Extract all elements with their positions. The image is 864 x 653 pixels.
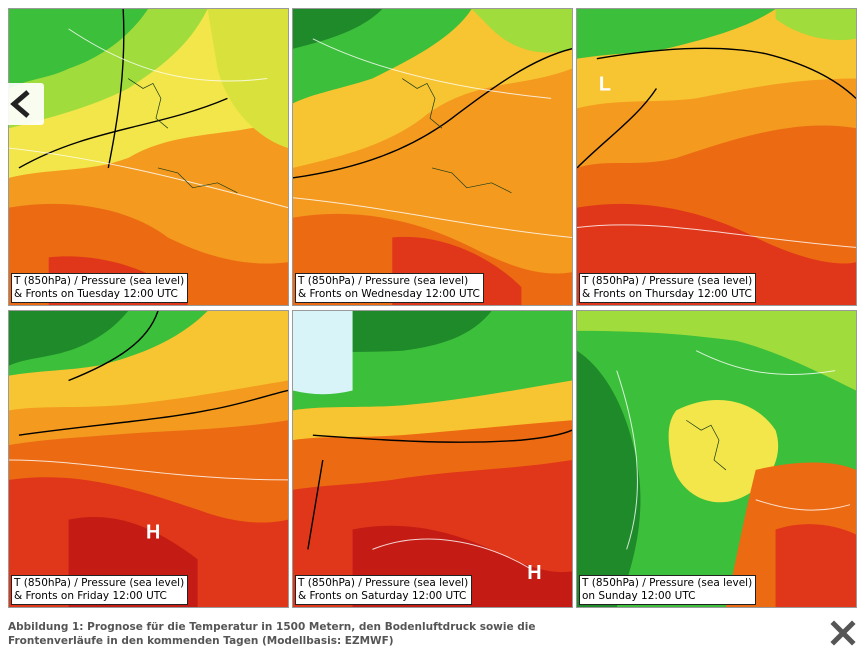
chevron-left-icon bbox=[10, 90, 30, 118]
panel-caption-line2: & Fronts on Saturday 12:00 UTC bbox=[298, 590, 467, 602]
high-pressure-label: H bbox=[146, 521, 160, 543]
close-button[interactable] bbox=[830, 620, 856, 646]
temperature-map-thursday: L bbox=[577, 9, 856, 305]
panel-caption-line2: on Sunday 12:00 UTC bbox=[582, 590, 696, 602]
panel-caption-friday: T (850hPa) / Pressure (sea level) & Fron… bbox=[11, 575, 189, 605]
low-pressure-label: L bbox=[599, 73, 611, 95]
map-panel-wednesday: T (850hPa) / Pressure (sea level) & Fron… bbox=[292, 8, 573, 306]
panel-caption-line1: T (850hPa) / Pressure (sea level) bbox=[582, 275, 753, 287]
map-panel-thursday: L T (850hPa) / Pressure (sea level) & Fr… bbox=[576, 8, 857, 306]
panel-caption-line1: T (850hPa) / Pressure (sea level) bbox=[298, 275, 469, 287]
panel-caption-thursday: T (850hPa) / Pressure (sea level) & Fron… bbox=[579, 273, 757, 303]
panel-caption-line1: T (850hPa) / Pressure (sea level) bbox=[298, 577, 469, 589]
temperature-map-wednesday bbox=[293, 9, 572, 305]
panel-caption-line1: T (850hPa) / Pressure (sea level) bbox=[14, 577, 185, 589]
panel-caption-line1: T (850hPa) / Pressure (sea level) bbox=[14, 275, 185, 287]
panel-caption-sunday: T (850hPa) / Pressure (sea level) on Sun… bbox=[579, 575, 757, 605]
high-pressure-label: H bbox=[527, 562, 541, 584]
figure-caption-line2: Frontenverläufe in den kommenden Tagen (… bbox=[8, 635, 394, 647]
panel-caption-line2: & Fronts on Wednesday 12:00 UTC bbox=[298, 288, 480, 300]
map-panel-sunday: T (850hPa) / Pressure (sea level) on Sun… bbox=[576, 310, 857, 608]
figure-caption: Abbildung 1: Prognose für die Temperatur… bbox=[8, 620, 728, 648]
map-panel-tuesday: T (850hPa) / Pressure (sea level) & Fron… bbox=[8, 8, 289, 306]
previous-image-button[interactable] bbox=[0, 83, 44, 125]
temperature-map-tuesday bbox=[9, 9, 288, 305]
map-panel-saturday: H T (850hPa) / Pressure (sea level) & Fr… bbox=[292, 310, 573, 608]
map-panel-friday: H T (850hPa) / Pressure (sea level) & Fr… bbox=[8, 310, 289, 608]
panel-caption-wednesday: T (850hPa) / Pressure (sea level) & Fron… bbox=[295, 273, 484, 303]
panel-caption-line2: & Fronts on Thursday 12:00 UTC bbox=[582, 288, 752, 300]
panel-caption-line2: & Fronts on Tuesday 12:00 UTC bbox=[14, 288, 178, 300]
temperature-map-saturday: H bbox=[293, 311, 572, 607]
forecast-map-grid: T (850hPa) / Pressure (sea level) & Fron… bbox=[8, 8, 858, 610]
panel-caption-line2: & Fronts on Friday 12:00 UTC bbox=[14, 590, 167, 602]
figure-caption-line1: Abbildung 1: Prognose für die Temperatur… bbox=[8, 621, 536, 633]
panel-caption-tuesday: T (850hPa) / Pressure (sea level) & Fron… bbox=[11, 273, 189, 303]
panel-caption-saturday: T (850hPa) / Pressure (sea level) & Fron… bbox=[295, 575, 473, 605]
temperature-map-sunday bbox=[577, 311, 856, 607]
panel-caption-line1: T (850hPa) / Pressure (sea level) bbox=[582, 577, 753, 589]
temperature-map-friday: H bbox=[9, 311, 288, 607]
close-icon bbox=[830, 620, 856, 646]
